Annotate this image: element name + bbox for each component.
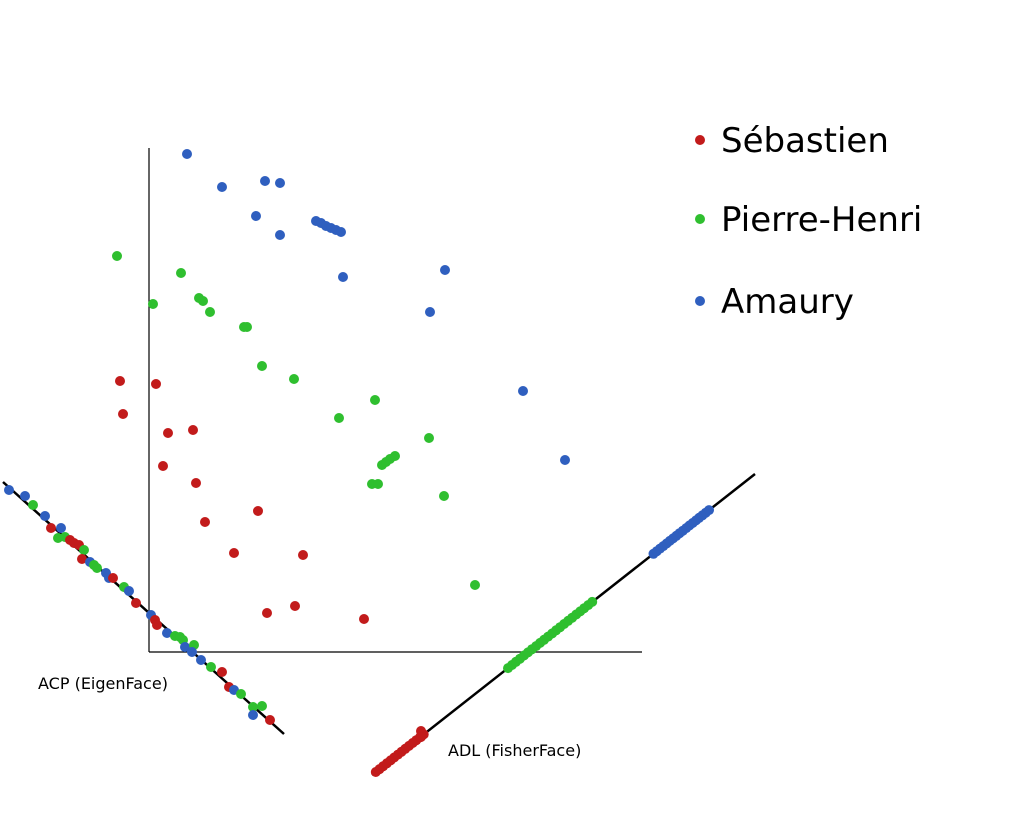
- pca-point-sebastien: [77, 554, 87, 564]
- point-amaury: [260, 176, 270, 186]
- point-pierre-henri: [370, 395, 380, 405]
- point-sebastien: [188, 425, 198, 435]
- pca-point-amaury: [4, 485, 14, 495]
- pca-point-pierre-henri: [248, 702, 258, 712]
- point-pierre-henri: [390, 451, 400, 461]
- point-amaury: [560, 455, 570, 465]
- point-sebastien: [151, 379, 161, 389]
- scatter-points: [112, 149, 570, 624]
- legend: Sébastien Pierre-Henri Amaury: [695, 121, 922, 322]
- point-sebastien: [298, 550, 308, 560]
- point-pierre-henri: [242, 322, 252, 332]
- point-sebastien: [163, 428, 173, 438]
- pca-point-amaury: [124, 586, 134, 596]
- point-pierre-henri: [470, 580, 480, 590]
- pca-point-pierre-henri: [28, 500, 38, 510]
- pca-point-sebastien: [152, 620, 162, 630]
- point-pierre-henri: [112, 251, 122, 261]
- point-amaury: [217, 182, 227, 192]
- pca-label: ACP (EigenFace): [38, 674, 168, 693]
- point-pierre-henri: [289, 374, 299, 384]
- pca-point-sebastien: [265, 715, 275, 725]
- lda-point-amaury: [704, 505, 714, 516]
- point-pierre-henri: [205, 307, 215, 317]
- point-amaury: [336, 227, 346, 237]
- pca-point-amaury: [196, 655, 206, 665]
- point-sebastien: [290, 601, 300, 611]
- point-sebastien: [359, 614, 369, 624]
- pca-point-sebastien: [46, 523, 56, 533]
- pca-point-sebastien: [217, 667, 227, 677]
- point-pierre-henri: [148, 299, 158, 309]
- point-amaury: [275, 230, 285, 240]
- legend-marker-amaury: [695, 296, 705, 306]
- legend-label-pierre-henri: Pierre-Henri: [721, 200, 922, 240]
- point-amaury: [440, 265, 450, 275]
- pca-point-amaury: [162, 628, 172, 638]
- lda-point-pierre-henri: [587, 596, 598, 607]
- point-pierre-henri: [257, 361, 267, 371]
- point-pierre-henri: [334, 413, 344, 423]
- pca-point-sebastien: [108, 573, 118, 583]
- pca-point-amaury: [187, 647, 197, 657]
- point-sebastien: [115, 376, 125, 386]
- point-amaury: [425, 307, 435, 317]
- pca-point-sebastien: [131, 598, 141, 608]
- pca-point-pierre-henri: [92, 563, 102, 573]
- legend-label-amaury: Amaury: [721, 282, 854, 322]
- point-sebastien: [158, 461, 168, 471]
- legend-marker-sebastien: [695, 135, 705, 145]
- lda-label: ADL (FisherFace): [448, 741, 581, 760]
- point-pierre-henri: [373, 479, 383, 489]
- lda-point-sebastien: [416, 732, 426, 742]
- pca-point-pierre-henri: [257, 701, 267, 711]
- point-amaury: [338, 272, 348, 282]
- pca-point-pierre-henri: [79, 545, 89, 555]
- point-pierre-henri: [439, 491, 449, 501]
- point-pierre-henri: [176, 268, 186, 278]
- point-sebastien: [118, 409, 128, 419]
- point-sebastien: [229, 548, 239, 558]
- pca-point-amaury: [248, 710, 258, 720]
- point-pierre-henri: [198, 296, 208, 306]
- pca-point-amaury: [40, 511, 50, 521]
- point-sebastien: [191, 478, 201, 488]
- point-sebastien: [200, 517, 210, 527]
- point-amaury: [251, 211, 261, 221]
- point-amaury: [518, 386, 528, 396]
- lda-projected-points: [370, 505, 714, 777]
- pca-projected-points: [4, 485, 275, 725]
- pca-point-pierre-henri: [206, 662, 216, 672]
- point-sebastien: [262, 608, 272, 618]
- legend-label-sebastien: Sébastien: [721, 121, 889, 161]
- point-amaury: [182, 149, 192, 159]
- pca-point-pierre-henri: [236, 689, 246, 699]
- pca-point-amaury: [56, 523, 66, 533]
- point-sebastien: [253, 506, 263, 516]
- point-amaury: [275, 178, 285, 188]
- legend-marker-pierre-henri: [695, 214, 705, 224]
- pca-point-amaury: [20, 491, 30, 501]
- point-pierre-henri: [424, 433, 434, 443]
- pca-point-amaury: [180, 642, 190, 652]
